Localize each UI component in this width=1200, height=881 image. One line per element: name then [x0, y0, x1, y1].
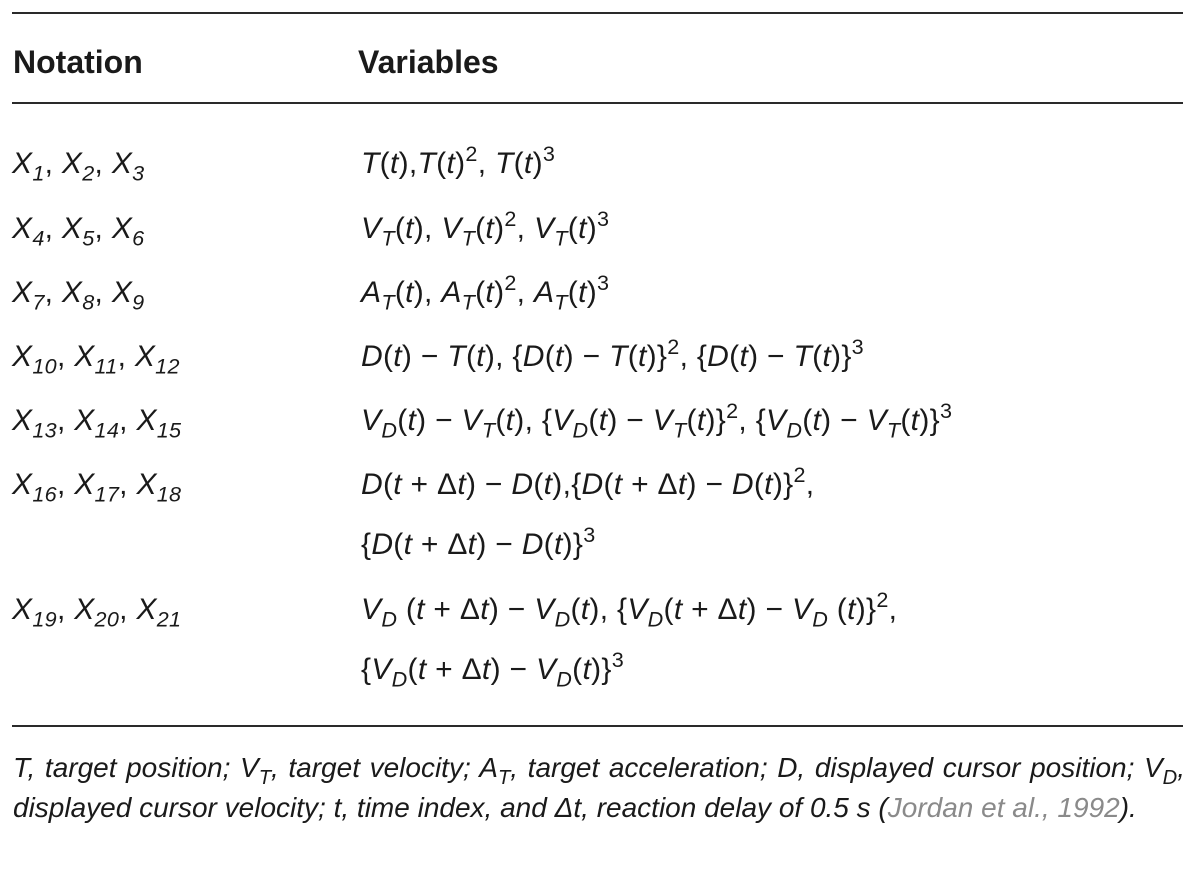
table-bottom-rule	[12, 725, 1183, 727]
table-footnote: T, target position; VT, target velocity;…	[13, 748, 1185, 828]
row-6-notation: X16, X17, X18	[12, 468, 182, 507]
row-4-variables: D(t) − T(t), {D(t) − T(t)}2, {D(t) − T(t…	[361, 334, 864, 373]
footnote-text: T, target position; VT, target velocity;…	[13, 752, 1186, 823]
row-7-variables-line-1: VD (t + Δt) − VD(t), {VD(t + Δt) − VD (t…	[361, 587, 898, 632]
header-notation: Notation	[13, 44, 143, 80]
row-1-variables: T(t),T(t)2, T(t)3	[361, 141, 556, 180]
row-2-notation: X4, X5, X6	[12, 212, 145, 251]
row-4-notation: X10, X11, X12	[12, 340, 180, 379]
row-1-notation: X1, X2, X3	[12, 147, 145, 186]
table-top-rule	[12, 12, 1183, 14]
row-6-variables-line-1: D(t + Δt) − D(t),{D(t + Δt) − D(t)}2,	[361, 462, 815, 501]
row-7-variables-line-2: {VD(t + Δt) − VD(t)}3	[361, 647, 625, 692]
row-3-variables: AT(t), AT(t)2, AT(t)3	[361, 270, 610, 315]
row-7-notation: X19, X20, X21	[12, 593, 182, 632]
row-3-notation: X7, X8, X9	[12, 276, 145, 315]
citation-link[interactable]: Jordan et al., 1992	[887, 792, 1120, 823]
row-6-variables-line-2: {D(t + Δt) − D(t)}3	[361, 522, 596, 561]
row-5-variables: VD(t) − VT(t), {VD(t) − VT(t)}2, {VD(t) …	[361, 398, 953, 443]
header-variables: Variables	[358, 44, 499, 80]
row-5-notation: X13, X14, X15	[12, 404, 182, 443]
row-2-variables: VT(t), VT(t)2, VT(t)3	[361, 206, 610, 251]
table-header-rule	[12, 102, 1183, 104]
footnote-closing: ).	[1119, 792, 1137, 823]
